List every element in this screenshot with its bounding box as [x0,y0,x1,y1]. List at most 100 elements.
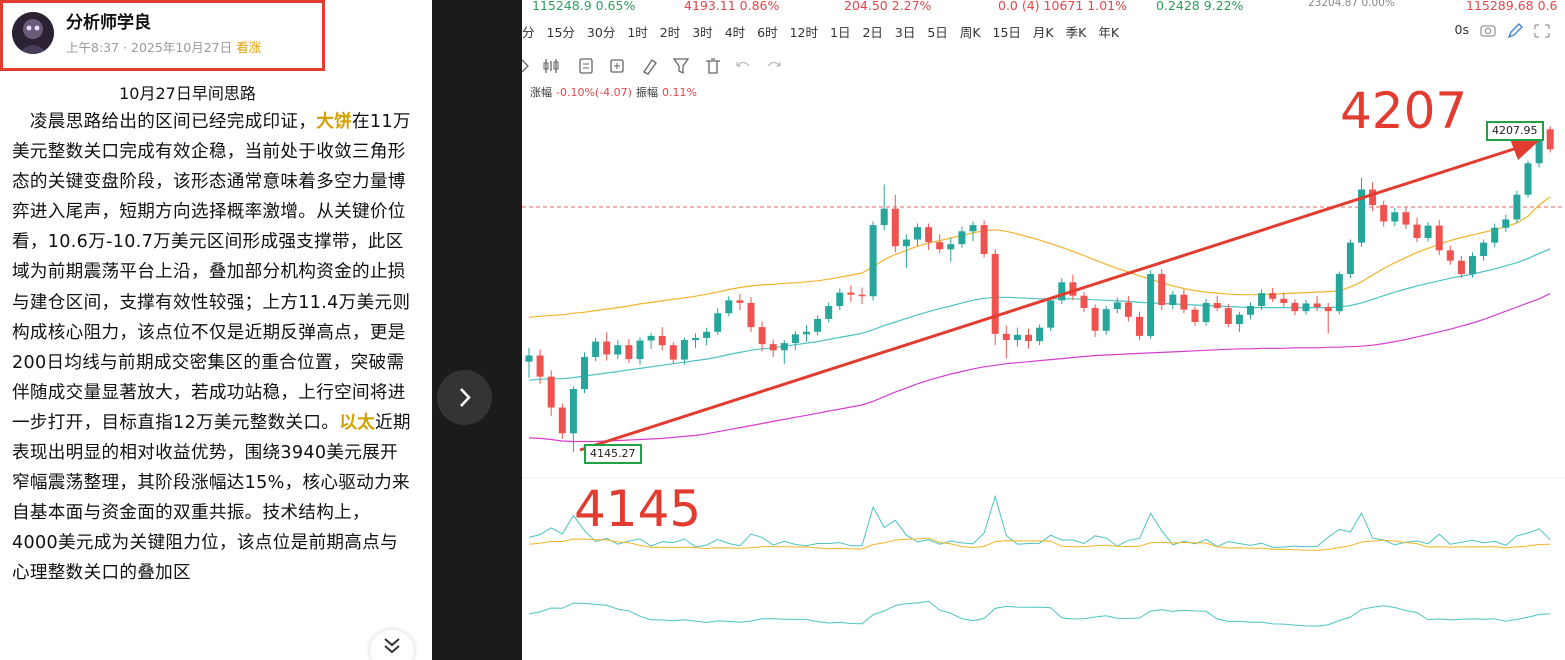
timeframe-tab[interactable]: 3时 [692,25,713,40]
timeframe-tab[interactable]: 6时 [757,25,778,40]
timeframe-tab[interactable]: 3日 [894,25,916,40]
post-time: 上午8:37 [66,40,120,55]
candle-body [725,300,733,314]
timeframe-tab[interactable]: 12时 [789,25,818,40]
candle-body [847,292,855,295]
timeframe-tab[interactable]: 2日 [862,25,883,40]
ticker-item[interactable]: 115248.9 0.65% [532,0,636,13]
candle-body [880,208,888,226]
bollinger-bands [522,196,1565,443]
trend-arrow [579,139,1540,452]
timeframe-tab[interactable]: 季K [1065,25,1087,40]
post-date: 2025年10月27日 [131,40,233,55]
drawing-toolbar [522,58,781,75]
candle-body [1069,282,1077,296]
candle-body [1036,327,1044,342]
candle-body [1058,282,1066,301]
candlesticks [525,123,1554,452]
candle-body [836,292,844,307]
next-image-button[interactable] [437,370,492,425]
candle-body [936,242,944,250]
candle-body [1013,334,1021,341]
candle-body [925,227,933,243]
candle-body [1025,334,1032,342]
timeframe-tab[interactable]: 2时 [659,25,681,40]
timeframe-tab[interactable]: 1日 [830,25,851,40]
chart-screenshot: 115248.9 0.65% 4193.11 0.86% 204.50 2.27% 0… [522,0,1565,660]
kline-chart[interactable] [522,0,1565,660]
candle-body [1158,274,1166,305]
candle-body [902,239,910,247]
upper-band-line [528,196,1551,318]
sentiment-tag[interactable]: 看涨 [236,40,262,55]
indicator-icon[interactable] [579,58,593,74]
zhangfu-value: -0.10%(-4.07) [556,86,632,99]
candle-body [558,407,566,434]
timeframe-tab[interactable]: 15分 [546,25,575,40]
author-name[interactable]: 分析师学良 [66,13,151,33]
fullscreen-icon[interactable] [1534,24,1550,38]
candle-body [914,227,921,240]
body-text-1: 凌晨思路给出的区间已经完成印证， [29,112,317,132]
candle-body [625,345,633,360]
timeframe-tab[interactable]: 1时 [627,25,648,40]
template-icon[interactable] [610,59,624,73]
candle-body [1280,298,1288,303]
ticker-item[interactable]: 0.0 (4) 10671 1.01% [998,0,1127,13]
candle-body [1435,225,1443,251]
ticker-item[interactable]: 0.2428 9.22% [1156,0,1244,13]
timeframe-tab[interactable]: 年K [1098,25,1120,40]
chevron-right-icon [460,388,471,407]
ticker-item[interactable]: 204.50 2.27% [844,0,932,13]
candle-body [736,300,744,303]
chevron-double-down-icon [384,638,400,654]
candle-body [1324,307,1332,312]
timeframe-tab[interactable]: 分 [522,25,535,40]
candle-body [780,343,788,351]
middle-band-line [528,248,1551,381]
expand-button[interactable] [370,630,414,660]
brush-icon[interactable] [643,59,657,75]
undo-icon[interactable] [736,61,750,67]
candle-body [647,335,655,341]
timeframe-tab[interactable]: 15日 [992,25,1021,40]
candle-body [1047,300,1055,328]
pen-icon[interactable] [1507,23,1523,39]
camera-icon[interactable] [1480,25,1496,37]
candle-body [1202,302,1210,322]
filter-icon[interactable] [672,58,690,75]
candle-body [1424,225,1432,238]
ticker-item[interactable]: 115289.68 0.6 [1466,0,1558,13]
keyword-highlight-btc: 大饼 [316,112,353,132]
candle-body [1180,294,1188,310]
candle-body [991,253,999,334]
trash-icon[interactable] [706,58,720,74]
candle-body [1513,194,1521,220]
ticker-item[interactable]: 23204.87 0.00% [1308,0,1395,9]
candle-body [1358,189,1365,243]
timeframe-tab[interactable]: 30分 [586,25,616,40]
candle-body [1080,295,1088,309]
candle-style-icon[interactable] [543,59,559,73]
redo-icon[interactable] [767,61,781,67]
timeframe-tab[interactable]: 周K [959,25,981,40]
timeframe-tab[interactable]: 5日 [927,25,948,40]
candle-body [1247,306,1254,315]
candle-body [1091,308,1099,331]
candle-body [669,345,677,360]
candle-body [714,313,722,332]
timeframe-tab[interactable]: 月K [1032,25,1054,40]
ticker-item[interactable]: 4193.11 0.86% [684,0,780,13]
author-avatar[interactable] [12,12,54,54]
crosshair-tool-icon[interactable] [522,59,529,73]
timeframe-tab[interactable]: 4时 [724,25,746,40]
candle-body [1113,302,1121,310]
candle-body [769,344,777,351]
refresh-interval[interactable]: 0s [1454,22,1469,37]
candle-body [858,294,866,297]
candle-body [1335,274,1343,312]
zhenfu-value: 0.11% [661,86,697,99]
post-panel: 分析师学良 上午8:37 · 2025年10月27日 看涨 10月27日早间思路… [0,0,432,660]
candle-body [1469,256,1476,275]
candle-body [525,355,533,362]
